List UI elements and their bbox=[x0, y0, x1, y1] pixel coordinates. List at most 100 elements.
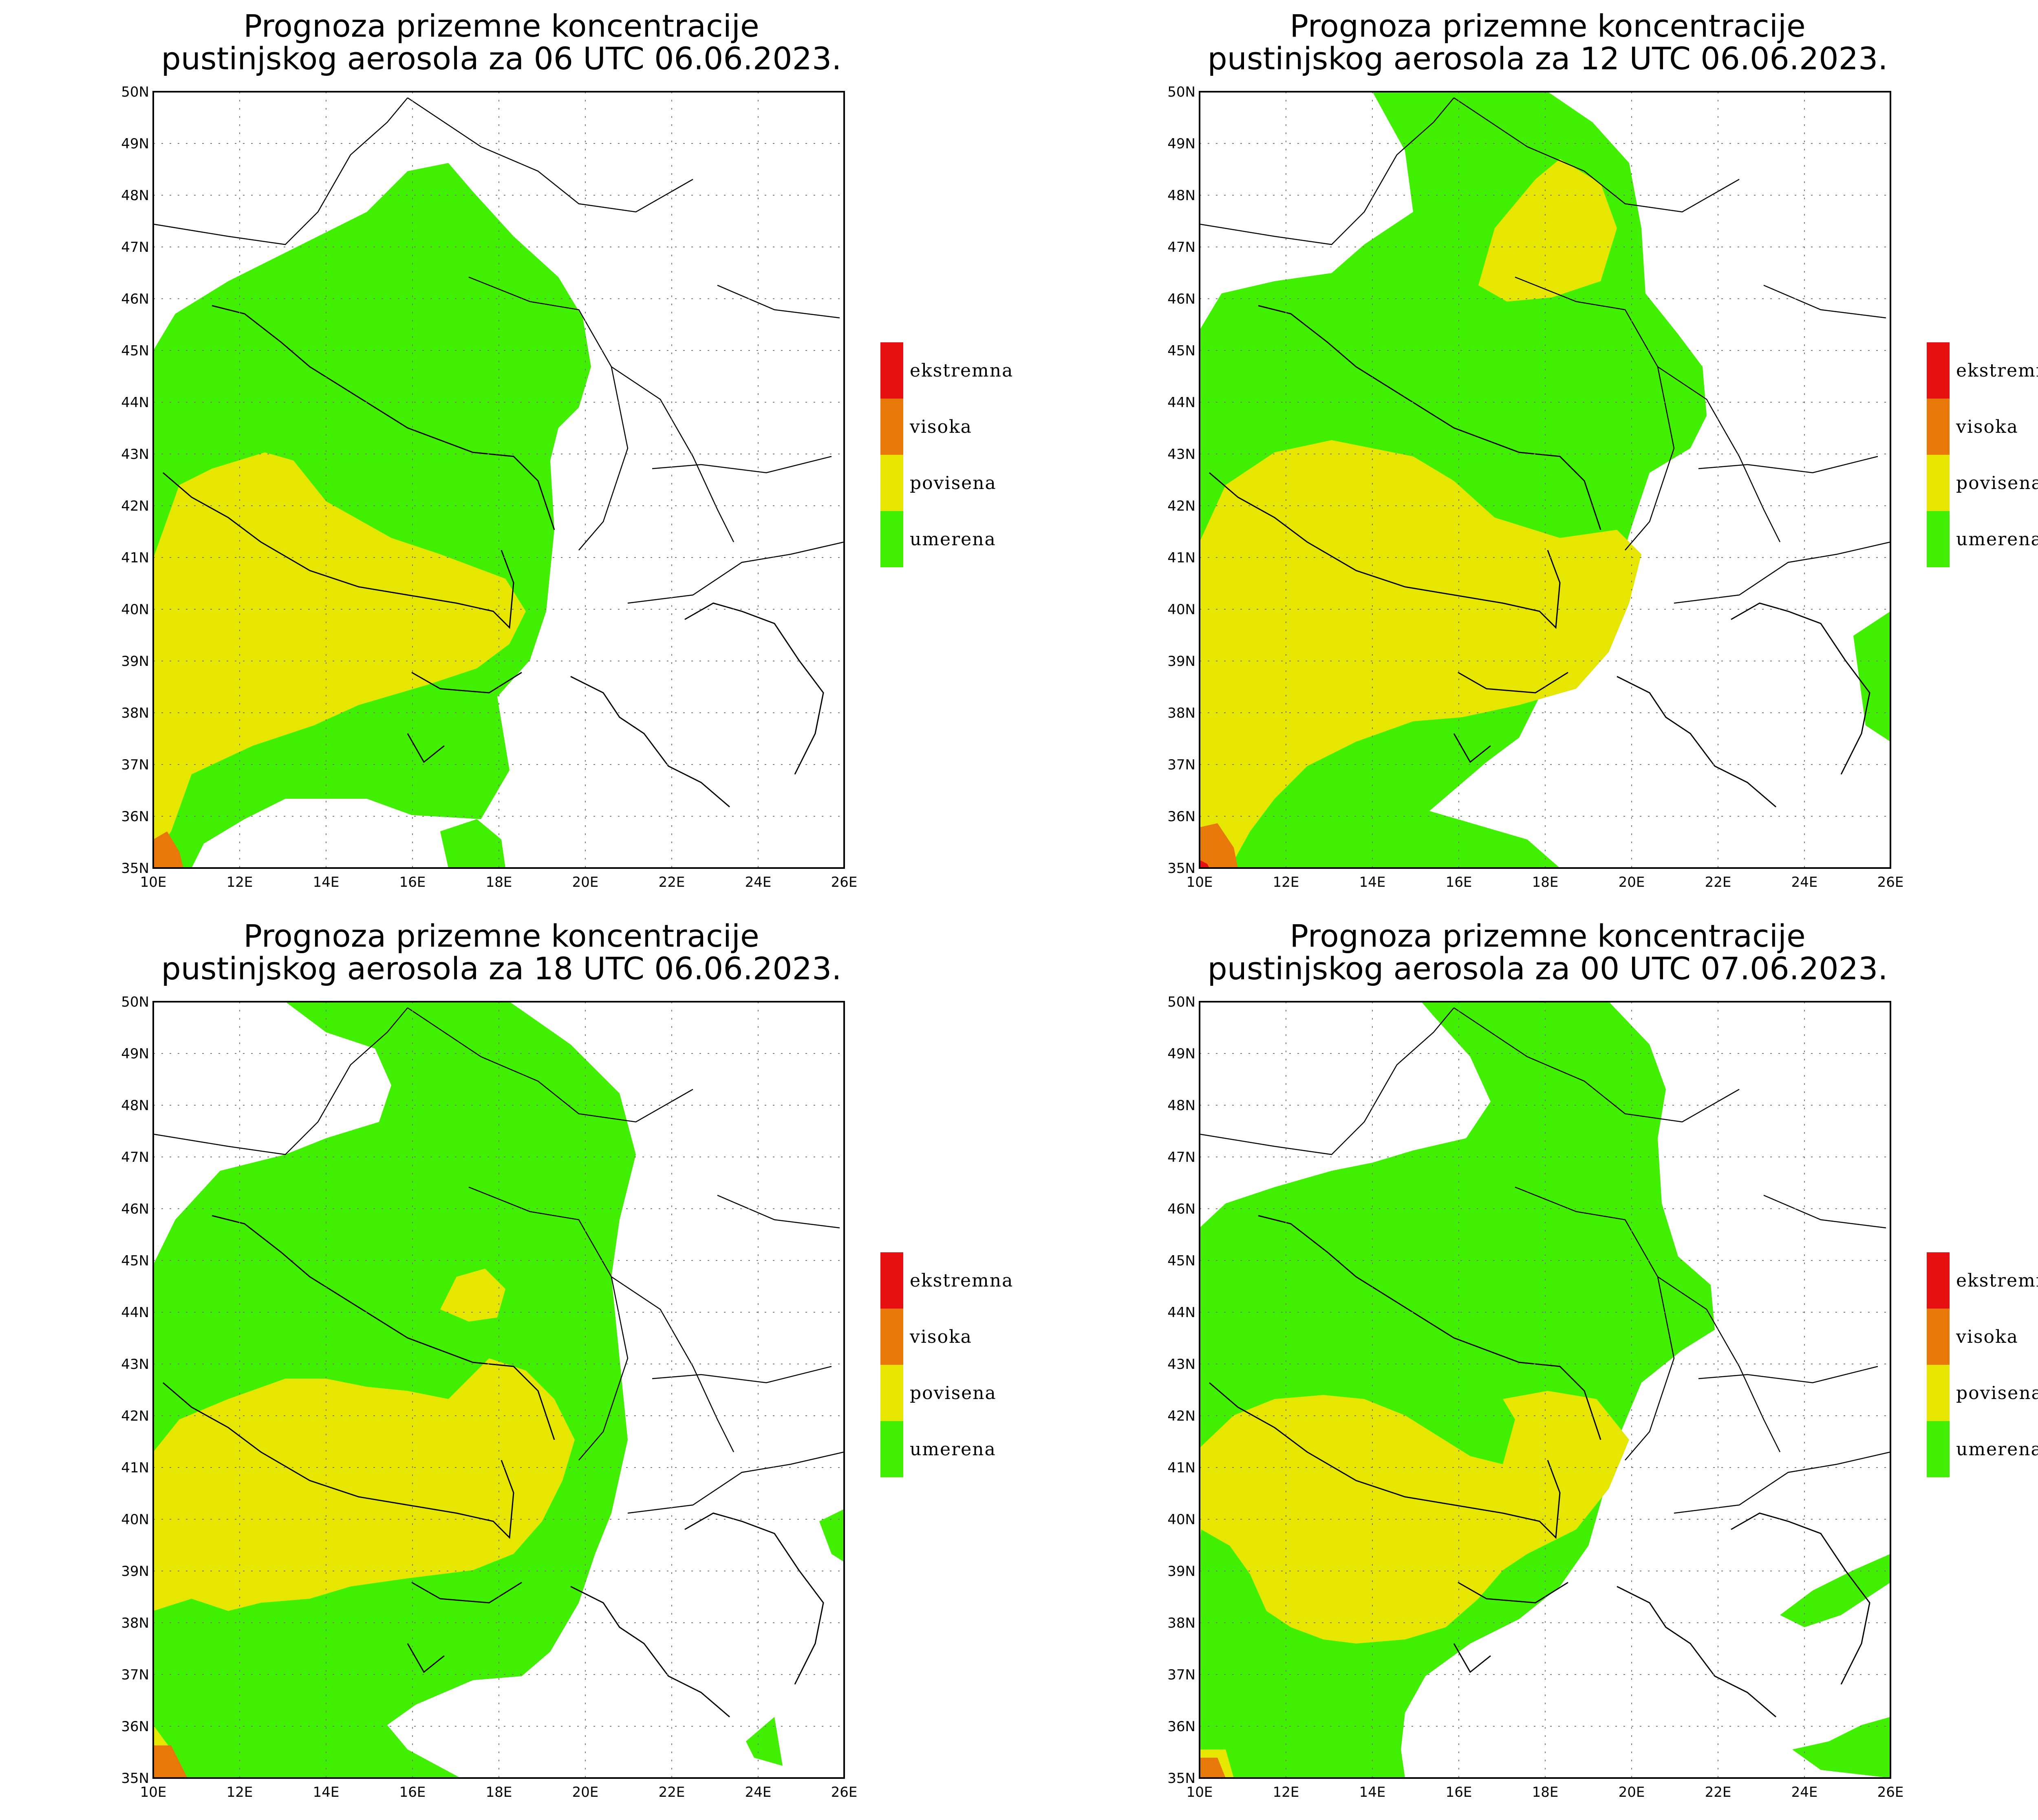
legend-label: umerena bbox=[1956, 1439, 2038, 1460]
lat-tick-label: 45N bbox=[121, 1253, 149, 1269]
lat-tick-label: 41N bbox=[121, 550, 149, 566]
lon-tick-label: 12E bbox=[227, 874, 253, 890]
lon-tick-label: 22E bbox=[659, 874, 685, 890]
lon-tick-label: 20E bbox=[572, 1784, 599, 1800]
ekstremna-region bbox=[1200, 860, 1209, 868]
lat-tick-label: 45N bbox=[1167, 1253, 1195, 1269]
lon-tick-label: 16E bbox=[1446, 874, 1472, 890]
lon-tick-label: 14E bbox=[313, 1784, 340, 1800]
lat-tick-label: 45N bbox=[121, 343, 149, 359]
map-frame bbox=[1199, 91, 1891, 869]
lon-tick-label: 24E bbox=[745, 874, 772, 890]
lon-tick-label: 18E bbox=[1532, 1784, 1559, 1800]
lat-tick-label: 47N bbox=[121, 239, 149, 256]
lat-tick-label: 37N bbox=[1167, 1667, 1195, 1683]
lat-tick-label: 42N bbox=[121, 1408, 149, 1424]
legend-swatch-ekstremna bbox=[880, 1252, 903, 1309]
lat-tick-label: 35N bbox=[121, 1770, 149, 1787]
lat-tick-label: 36N bbox=[121, 809, 149, 825]
lat-tick-label: 36N bbox=[1167, 1719, 1195, 1735]
lat-tick-label: 35N bbox=[1167, 860, 1195, 877]
legend-swatch-visoka bbox=[1927, 399, 1950, 455]
coastline bbox=[163, 1215, 824, 1718]
povisena-patch bbox=[1478, 159, 1617, 302]
lat-tick-label: 43N bbox=[1167, 446, 1195, 463]
legend-swatch-ekstremna bbox=[880, 342, 903, 399]
lon-tick-label: 16E bbox=[399, 1784, 426, 1800]
lat-tick-label: 35N bbox=[1167, 1770, 1195, 1787]
lat-tick-label: 43N bbox=[1167, 1356, 1195, 1373]
legend-label: ekstremna bbox=[1956, 1270, 2038, 1291]
coastline bbox=[1209, 305, 1870, 808]
legend-label: umerena bbox=[910, 1439, 996, 1460]
lat-tick-label: 50N bbox=[1167, 84, 1195, 100]
lon-tick-label: 14E bbox=[1359, 1784, 1386, 1800]
lon-tick-label: 26E bbox=[831, 1784, 858, 1800]
lat-tick-label: 45N bbox=[1167, 343, 1195, 359]
umerena-patch bbox=[819, 1509, 844, 1562]
lat-tick-label: 49N bbox=[121, 1046, 149, 1062]
map-panel-18utc: Prognoza prizemne koncentracije pustinjs… bbox=[0, 910, 1046, 1820]
map-frame bbox=[152, 1001, 845, 1779]
umerena-left-patch bbox=[1200, 1289, 1275, 1326]
lat-tick-label: 40N bbox=[1167, 602, 1195, 618]
povisena-region bbox=[153, 1358, 575, 1611]
lat-tick-label: 50N bbox=[121, 84, 149, 100]
lat-tick-labels: 50N 49N 48N 47N 46N 45N 44N 43N 42N 41N … bbox=[121, 84, 149, 877]
country-borders bbox=[1199, 1007, 1891, 1514]
lat-tick-label: 39N bbox=[1167, 653, 1195, 670]
umerena-patch bbox=[746, 1717, 783, 1766]
visoka-region bbox=[153, 831, 183, 868]
lon-tick-label: 10E bbox=[1187, 1784, 1213, 1800]
legend-swatch-visoka bbox=[1927, 1309, 1950, 1365]
povisena-region bbox=[1200, 440, 1641, 868]
legend-swatch-visoka bbox=[880, 399, 903, 455]
lat-tick-label: 43N bbox=[121, 446, 149, 463]
legend-label: visoka bbox=[909, 416, 972, 437]
panel-title-line2: pustinjskog aerosola za 00 UTC 07.06.202… bbox=[1208, 950, 1888, 987]
lat-tick-labels: 50N 49N 48N 47N 46N 45N 44N 43N 42N 41N … bbox=[1167, 84, 1195, 877]
lat-tick-label: 38N bbox=[1167, 1615, 1195, 1631]
legend-label: ekstremna bbox=[1956, 360, 2038, 381]
lat-tick-label: 48N bbox=[121, 1097, 149, 1114]
lat-tick-label: 41N bbox=[1167, 1460, 1195, 1476]
lat-tick-label: 42N bbox=[1167, 1408, 1195, 1424]
legend-label: povisena bbox=[1956, 473, 2038, 494]
lat-tick-label: 46N bbox=[121, 291, 149, 307]
legend: ekstremna visoka povisena umerena bbox=[1927, 1252, 2038, 1477]
lon-tick-label: 22E bbox=[659, 1784, 685, 1800]
map-area bbox=[1199, 91, 1891, 869]
legend-label: visoka bbox=[1956, 416, 2018, 437]
lon-tick-label: 14E bbox=[313, 874, 340, 890]
lat-tick-label: 44N bbox=[1167, 394, 1195, 411]
lon-tick-label: 10E bbox=[140, 874, 167, 890]
lon-tick-label: 16E bbox=[1446, 1784, 1472, 1800]
legend: ekstremna visoka povisena umerena bbox=[1927, 342, 2038, 567]
lat-tick-label: 39N bbox=[121, 653, 149, 670]
povisena-region bbox=[153, 452, 526, 856]
country-borders bbox=[1199, 97, 1891, 604]
visoka-region bbox=[1200, 1758, 1226, 1778]
lon-tick-label: 16E bbox=[399, 874, 426, 890]
lat-tick-label: 41N bbox=[121, 1460, 149, 1476]
povisena-region bbox=[1200, 1391, 1629, 1644]
legend-swatch-povisena bbox=[1927, 455, 1950, 511]
lat-tick-label: 42N bbox=[1167, 498, 1195, 514]
legend-label: visoka bbox=[909, 1326, 972, 1347]
umerena-patch bbox=[1792, 1717, 1890, 1778]
lon-tick-label: 12E bbox=[1273, 1784, 1299, 1800]
panel-title-line1: Prognoza prizemne koncentracije bbox=[243, 8, 759, 44]
lat-tick-label: 48N bbox=[121, 187, 149, 204]
lat-tick-label: 44N bbox=[121, 1304, 149, 1321]
lat-tick-label: 40N bbox=[1167, 1512, 1195, 1528]
lon-tick-label: 26E bbox=[831, 874, 858, 890]
legend-swatch-umerena bbox=[1927, 1421, 1950, 1477]
panel-title-line2: pustinjskog aerosola za 18 UTC 06.06.202… bbox=[161, 950, 842, 987]
lat-tick-label: 38N bbox=[121, 705, 149, 721]
visoka-region bbox=[153, 1745, 187, 1778]
lon-tick-label: 12E bbox=[1273, 874, 1299, 890]
panel-title-line1: Prognoza prizemne koncentracije bbox=[1290, 918, 1806, 954]
lat-tick-label: 39N bbox=[1167, 1563, 1195, 1580]
legend-swatch-povisena bbox=[880, 455, 903, 511]
legend-label: ekstremna bbox=[910, 1270, 1013, 1291]
